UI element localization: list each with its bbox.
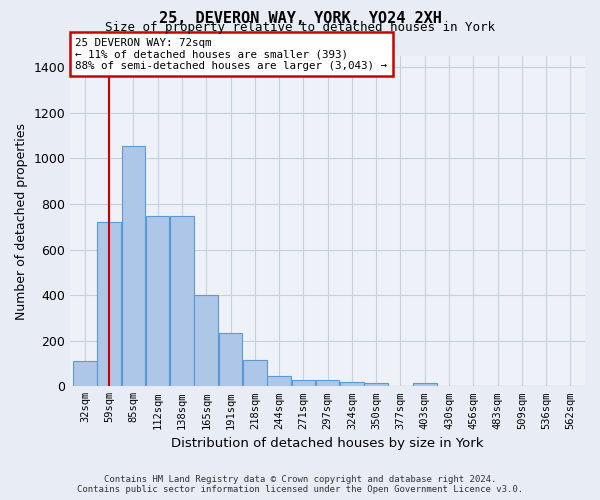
Bar bbox=[316, 380, 340, 386]
Bar bbox=[364, 383, 388, 386]
Bar bbox=[292, 380, 315, 386]
Bar bbox=[413, 383, 437, 386]
Text: Size of property relative to detached houses in York: Size of property relative to detached ho… bbox=[105, 22, 495, 35]
X-axis label: Distribution of detached houses by size in York: Distribution of detached houses by size … bbox=[172, 437, 484, 450]
Bar bbox=[194, 295, 218, 386]
Text: 25, DEVERON WAY, YORK, YO24 2XH: 25, DEVERON WAY, YORK, YO24 2XH bbox=[158, 11, 442, 26]
Bar bbox=[219, 332, 242, 386]
Y-axis label: Number of detached properties: Number of detached properties bbox=[15, 122, 28, 320]
Bar bbox=[170, 216, 194, 386]
Text: 25 DEVERON WAY: 72sqm
← 11% of detached houses are smaller (393)
88% of semi-det: 25 DEVERON WAY: 72sqm ← 11% of detached … bbox=[76, 38, 388, 71]
Text: Contains HM Land Registry data © Crown copyright and database right 2024.
Contai: Contains HM Land Registry data © Crown c… bbox=[77, 474, 523, 494]
Bar bbox=[340, 382, 364, 386]
Bar bbox=[146, 216, 169, 386]
Bar bbox=[268, 376, 291, 386]
Bar bbox=[122, 146, 145, 386]
Bar bbox=[97, 222, 121, 386]
Bar bbox=[243, 360, 266, 386]
Bar bbox=[73, 361, 97, 386]
